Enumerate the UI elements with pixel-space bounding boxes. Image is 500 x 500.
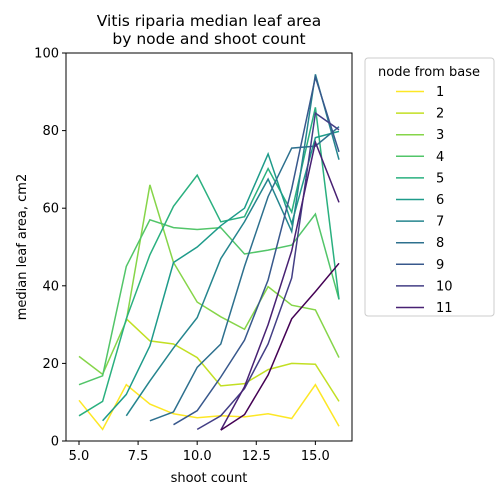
legend-label-7: 7: [436, 215, 444, 230]
x-axis-label: shoot count: [171, 471, 248, 486]
y-tick-label: 0: [51, 435, 59, 450]
x-tick-label: 12.5: [242, 449, 271, 464]
y-tick-label: 20: [42, 357, 59, 372]
legend-label-11: 11: [436, 301, 453, 316]
legend-label-3: 3: [436, 128, 444, 143]
legend-label-2: 2: [436, 107, 444, 122]
series-layer: [78, 74, 340, 431]
series-line-3: [78, 184, 340, 376]
y-tick-label: 80: [42, 124, 59, 139]
x-tick-label: 15.0: [301, 449, 330, 464]
series-line-7: [125, 74, 340, 417]
y-axis-ticks: 0 20 40 60 80 100: [34, 47, 66, 450]
x-tick-label: 5.0: [69, 449, 90, 464]
chart-title-line-1: Vitis riparia median leaf area: [97, 12, 321, 30]
legend-label-10: 10: [436, 279, 453, 294]
legend-label-5: 5: [436, 171, 444, 186]
legend-box: [364, 57, 495, 317]
series-line-1: [78, 383, 340, 431]
series-line-6: [102, 130, 340, 422]
y-tick-label: 100: [34, 47, 59, 62]
y-axis-label: median leaf area, cm2: [15, 174, 30, 321]
series-line-2: [125, 318, 340, 402]
y-tick-label: 60: [42, 202, 59, 217]
legend-label-9: 9: [436, 258, 444, 273]
series-line-4: [78, 212, 340, 386]
legend: node from base 1 2 3 4 5 6 7 8 9 10 11: [364, 57, 495, 317]
x-tick-label: 7.5: [128, 449, 149, 464]
legend-label-6: 6: [436, 193, 444, 208]
y-tick-label: 40: [42, 279, 59, 294]
legend-label-8: 8: [436, 236, 444, 251]
series-line-10: [196, 111, 340, 431]
plot-frame: [65, 52, 353, 442]
series-line-5: [78, 107, 340, 417]
legend-label-4: 4: [436, 150, 444, 165]
legend-title: node from base: [378, 65, 480, 80]
chart-title-line-2: by node and shoot count: [112, 30, 305, 48]
x-tick-label: 10.0: [183, 449, 212, 464]
series-line-9: [173, 74, 340, 426]
series-line-11: [220, 139, 340, 431]
legend-label-1: 1: [436, 85, 444, 100]
legend-items: 1 2 3 4 5 6 7 8 9 10 11: [396, 85, 453, 316]
series-line-8: [149, 126, 340, 422]
x-axis-ticks: 5.0 7.5 10.0 12.5 15.0: [69, 441, 330, 464]
series-line-12: [220, 262, 340, 431]
